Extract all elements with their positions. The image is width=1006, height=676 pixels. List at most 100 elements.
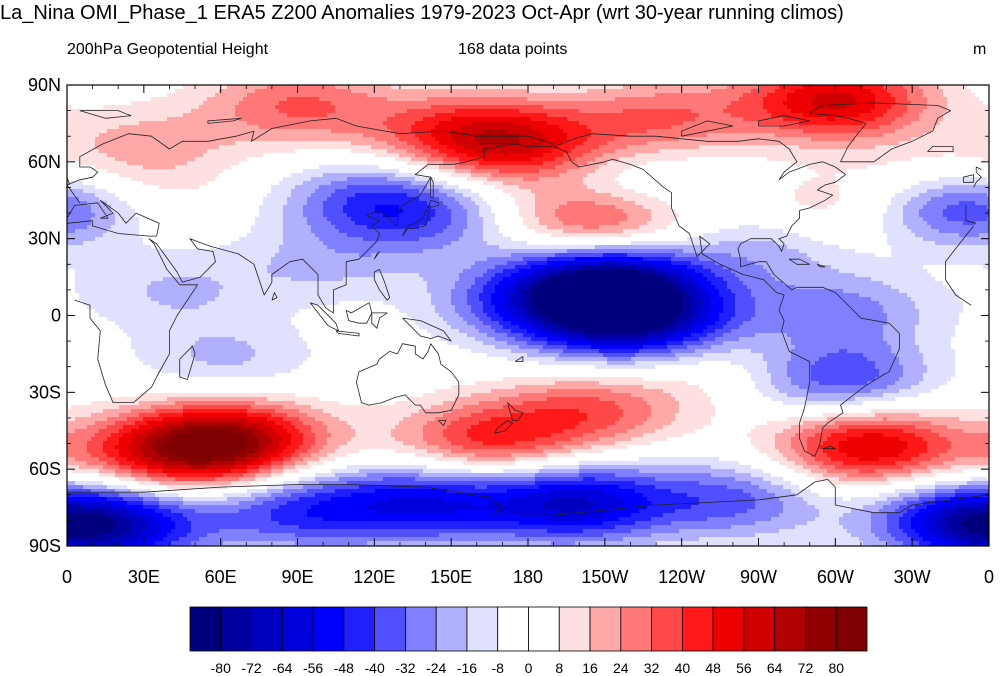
- field-cell: [159, 221, 164, 226]
- field-cell: [99, 113, 104, 118]
- field-cell: [139, 93, 144, 98]
- field-cell: [199, 501, 204, 506]
- field-cell: [99, 145, 104, 150]
- field-cell: [119, 525, 124, 530]
- field-cell: [119, 97, 124, 102]
- field-cell: [107, 365, 112, 370]
- field-cell: [159, 357, 164, 362]
- field-cell: [219, 437, 224, 442]
- field-cell: [207, 229, 212, 234]
- field-cell: [107, 385, 112, 390]
- field-cell: [167, 129, 172, 134]
- field-cell: [67, 373, 72, 378]
- field-cell: [219, 429, 224, 434]
- field-cell: [175, 177, 180, 182]
- field-cell: [67, 281, 72, 286]
- field-cell: [123, 213, 128, 218]
- field-cell: [87, 289, 92, 294]
- field-cell: [231, 137, 236, 142]
- field-cell: [211, 273, 216, 278]
- field-cell: [167, 497, 172, 502]
- field-cell: [119, 529, 124, 534]
- field-cell: [203, 429, 208, 434]
- field-cell: [67, 485, 72, 490]
- field-cell: [195, 421, 200, 426]
- field-cell: [227, 345, 232, 350]
- field-cell: [139, 441, 144, 446]
- field-cell: [115, 149, 120, 154]
- field-cell: [179, 129, 184, 134]
- field-cell: [227, 105, 232, 110]
- field-cell: [159, 161, 164, 166]
- field-cell: [199, 357, 204, 362]
- field-cell: [215, 357, 220, 362]
- field-cell: [223, 269, 228, 274]
- field-cell: [67, 317, 72, 322]
- field-cell: [95, 477, 100, 482]
- field-cell: [179, 137, 184, 142]
- field-cell: [227, 93, 232, 98]
- field-cell: [183, 425, 188, 430]
- field-cell: [127, 137, 132, 142]
- field-cell: [231, 109, 236, 114]
- field-cell: [179, 325, 184, 330]
- field-cell: [171, 437, 176, 442]
- field-cell: [123, 125, 128, 130]
- field-cell: [131, 281, 136, 286]
- field-cell: [139, 273, 144, 278]
- field-cell: [175, 473, 180, 478]
- field-cell: [147, 413, 152, 418]
- field-cell: [215, 209, 220, 214]
- field-cell: [91, 245, 96, 250]
- field-cell: [139, 537, 144, 542]
- field-cell: [135, 461, 140, 466]
- field-cell: [71, 113, 76, 118]
- field-cell: [143, 113, 148, 118]
- field-cell: [195, 413, 200, 418]
- field-cell: [143, 413, 148, 418]
- field-cell: [203, 133, 208, 138]
- field-cell: [219, 249, 224, 254]
- field-cell: [143, 365, 148, 370]
- field-cell: [235, 229, 240, 234]
- field-cell: [111, 425, 116, 430]
- field-cell: [151, 153, 156, 158]
- field-cell: [183, 297, 188, 302]
- field-cell: [227, 461, 232, 466]
- field-cell: [187, 353, 192, 358]
- field-cell: [231, 349, 236, 354]
- field-cell: [139, 409, 144, 414]
- field-cell: [83, 281, 88, 286]
- field-cell: [135, 297, 140, 302]
- field-cell: [179, 253, 184, 258]
- field-cell: [87, 413, 92, 418]
- field-cell: [115, 189, 120, 194]
- field-cell: [155, 213, 160, 218]
- field-cell: [111, 529, 116, 534]
- field-cell: [111, 145, 116, 150]
- field-cell: [179, 473, 184, 478]
- field-cell: [203, 337, 208, 342]
- field-cell: [203, 277, 208, 282]
- field-cell: [115, 209, 120, 214]
- field-cell: [155, 169, 160, 174]
- field-cell: [235, 173, 240, 178]
- field-cell: [195, 361, 200, 366]
- field-cell: [159, 117, 164, 122]
- field-cell: [87, 293, 92, 298]
- field-cell: [131, 125, 136, 130]
- field-cell: [143, 541, 148, 546]
- field-cell: [95, 437, 100, 442]
- field-cell: [163, 185, 168, 190]
- field-cell: [175, 253, 180, 258]
- field-cell: [103, 377, 108, 382]
- field-cell: [231, 485, 236, 490]
- field-cell: [87, 417, 92, 422]
- field-cell: [163, 89, 168, 94]
- field-cell: [163, 249, 168, 254]
- field-cell: [115, 221, 120, 226]
- field-cell: [107, 137, 112, 142]
- field-cell: [71, 361, 76, 366]
- field-cell: [147, 389, 152, 394]
- field-cell: [219, 353, 224, 358]
